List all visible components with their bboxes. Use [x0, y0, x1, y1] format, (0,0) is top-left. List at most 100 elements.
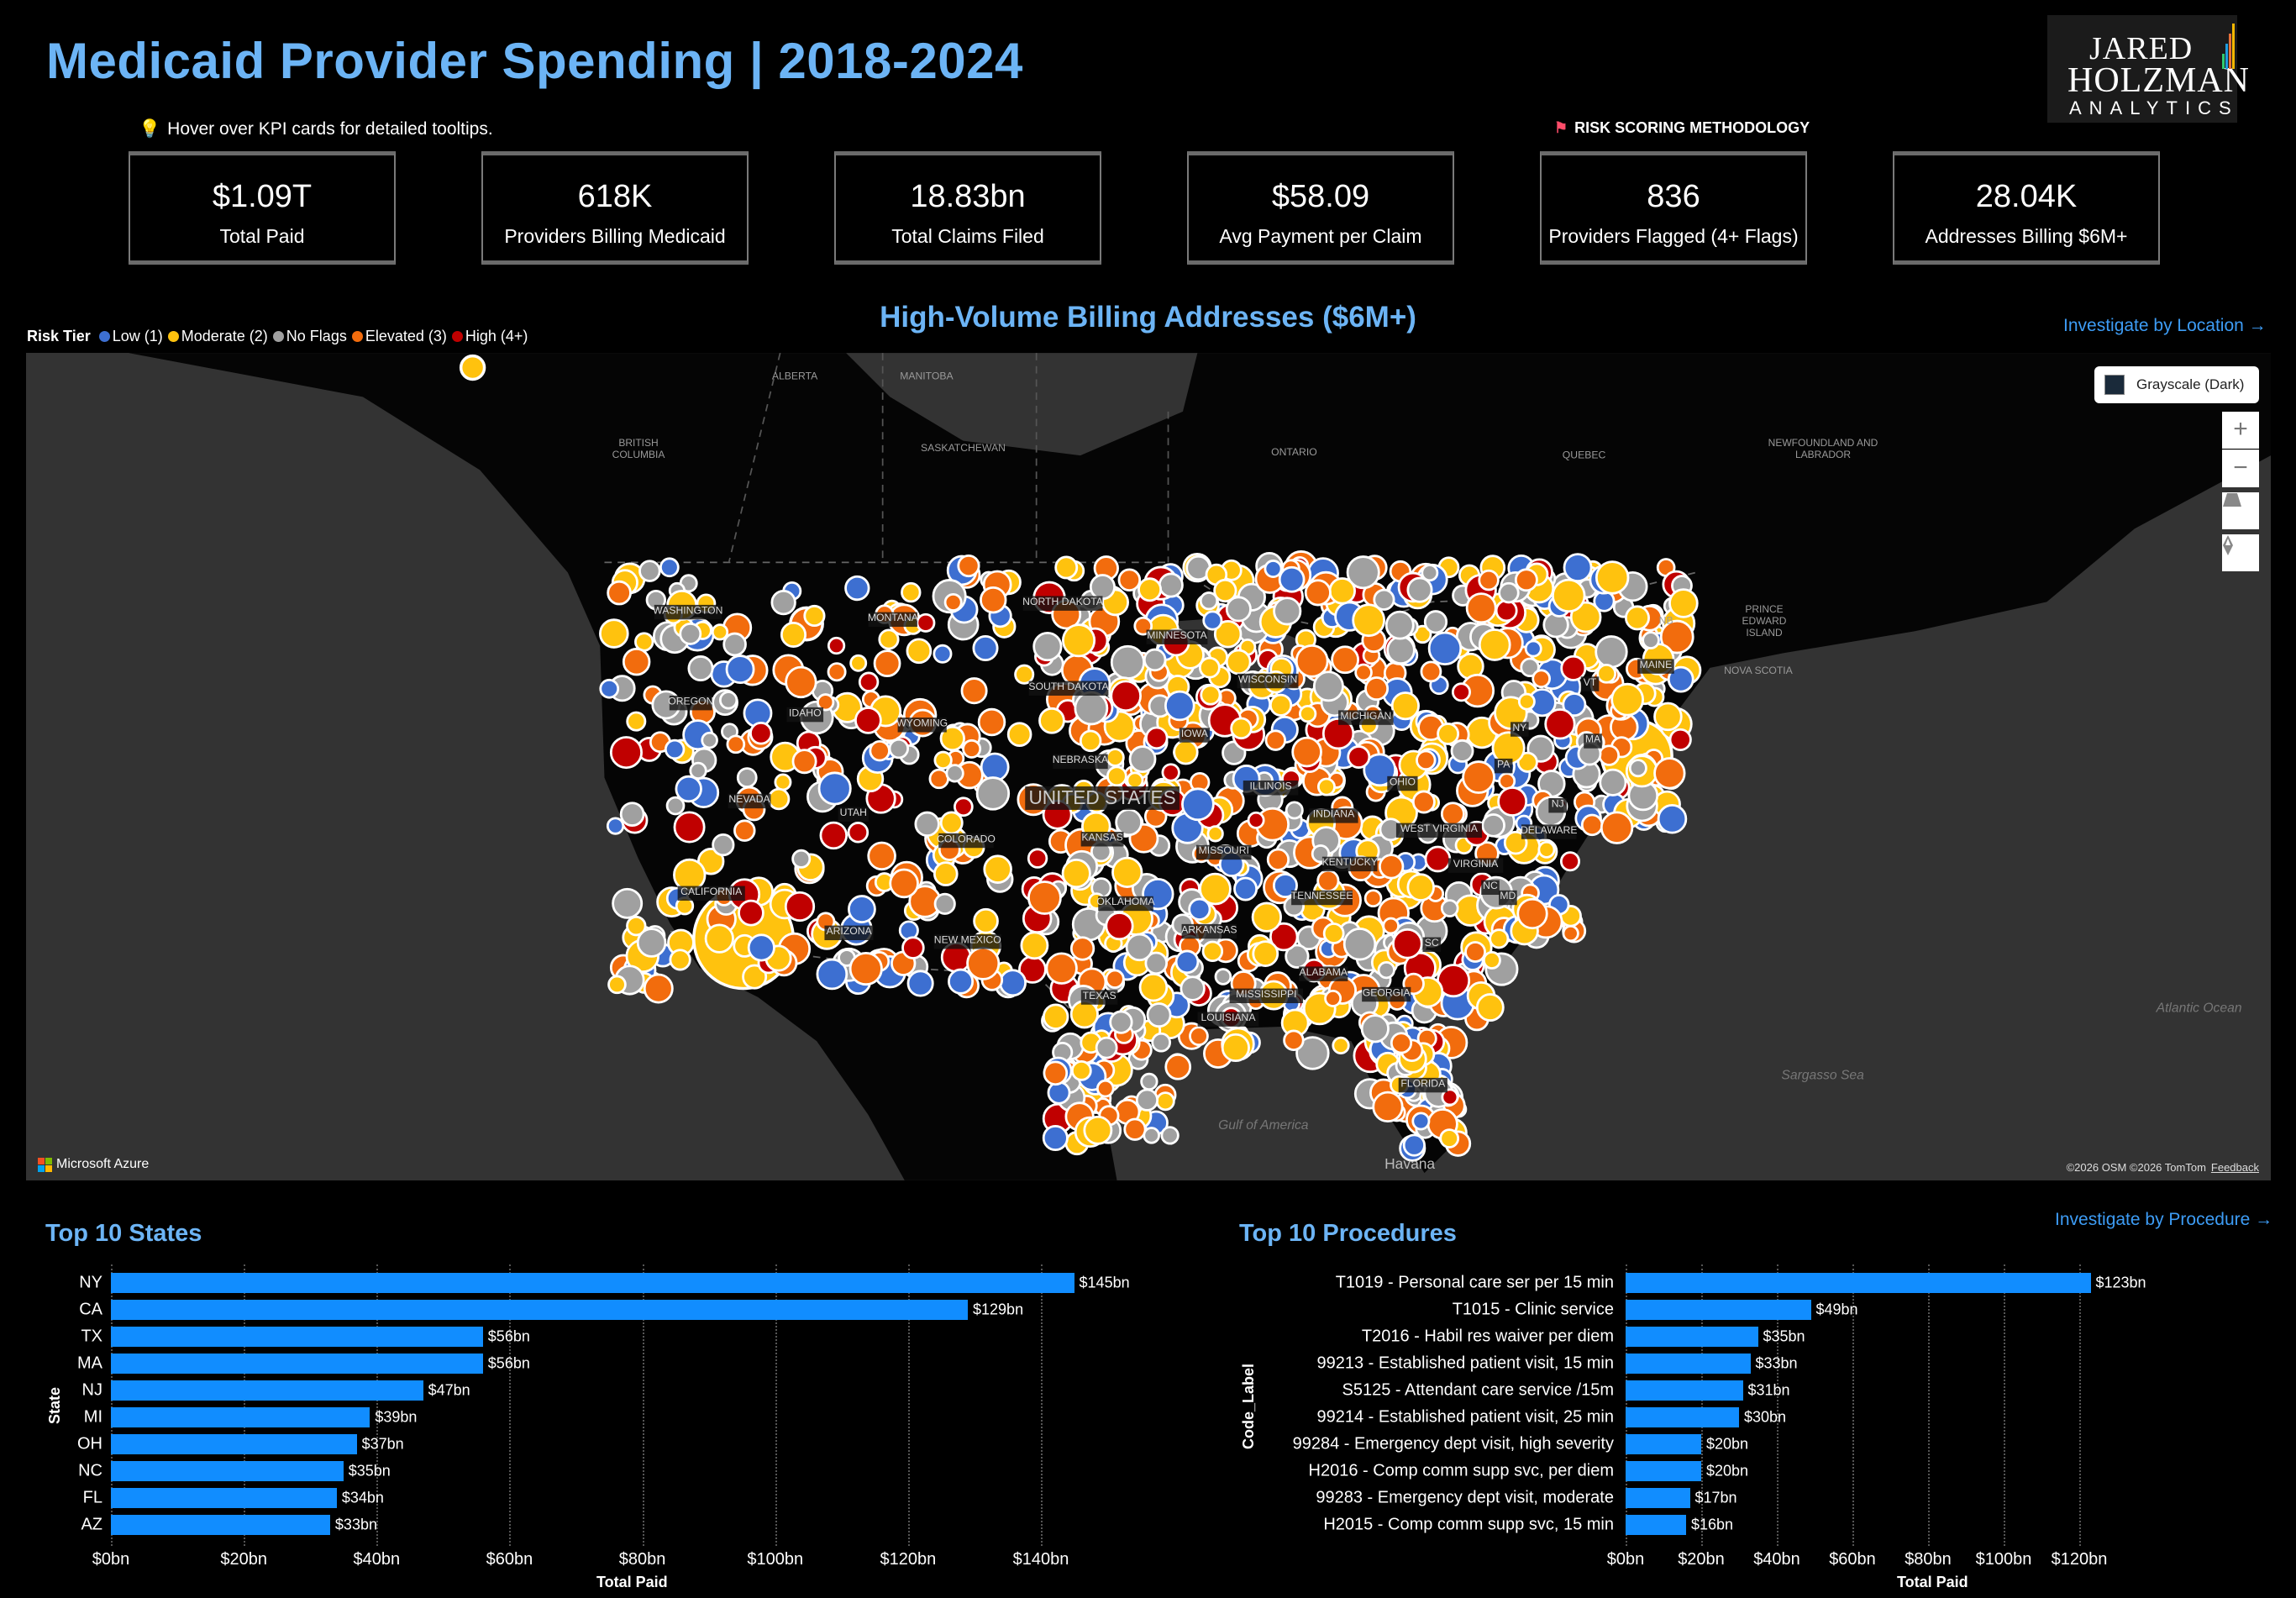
billing-address-marker[interactable]	[954, 796, 974, 817]
billing-address-marker[interactable]	[1378, 854, 1405, 880]
bar[interactable]	[111, 1434, 357, 1454]
billing-address-marker[interactable]	[1478, 569, 1500, 591]
billing-address-marker[interactable]	[1424, 845, 1452, 873]
bar[interactable]	[1626, 1461, 1701, 1481]
billing-address-marker[interactable]	[1532, 669, 1551, 689]
billing-address-marker[interactable]	[1198, 656, 1221, 679]
billing-address-marker[interactable]	[945, 764, 964, 783]
billing-address-marker[interactable]	[1420, 660, 1442, 683]
billing-address-marker[interactable]	[943, 592, 963, 612]
billing-address-marker[interactable]	[1324, 989, 1342, 1007]
billing-address-marker[interactable]	[1465, 592, 1497, 624]
billing-address-marker[interactable]	[673, 811, 706, 844]
billing-address-marker[interactable]	[1595, 635, 1628, 669]
billing-address-marker[interactable]	[1173, 739, 1199, 765]
billing-address-marker[interactable]	[669, 949, 691, 971]
billing-address-marker[interactable]	[878, 628, 900, 650]
billing-address-marker[interactable]	[1269, 922, 1299, 952]
billing-address-marker[interactable]	[626, 915, 647, 937]
bar[interactable]	[1626, 1327, 1758, 1347]
billing-address-marker[interactable]	[1580, 813, 1604, 837]
billing-address-marker[interactable]	[1598, 744, 1621, 766]
billing-address-marker[interactable]	[817, 771, 852, 806]
billing-address-marker[interactable]	[659, 557, 680, 578]
bar[interactable]	[111, 1354, 483, 1374]
compass-button[interactable]	[2222, 534, 2259, 571]
billing-address-marker[interactable]	[1164, 690, 1195, 722]
billing-address-marker[interactable]	[1095, 1079, 1115, 1098]
billing-address-marker[interactable]	[1642, 631, 1660, 649]
billing-address-marker[interactable]	[1269, 693, 1293, 717]
billing-address-marker[interactable]	[606, 817, 625, 835]
bar[interactable]	[1626, 1515, 1686, 1535]
billing-address-marker[interactable]	[609, 736, 643, 770]
billing-address-marker[interactable]	[1201, 940, 1224, 963]
map-style-button[interactable]: Grayscale (Dark)	[2094, 366, 2259, 403]
billing-address-marker[interactable]	[1517, 692, 1536, 711]
billing-address-marker[interactable]	[622, 647, 651, 676]
billing-address-marker[interactable]	[1180, 975, 1206, 1001]
legend-item[interactable]: Moderate (2)	[167, 328, 268, 345]
billing-address-marker[interactable]	[607, 580, 632, 606]
bar[interactable]	[111, 1300, 969, 1320]
billing-address-marker[interactable]	[785, 665, 817, 699]
billing-address-marker[interactable]	[1278, 565, 1306, 593]
billing-address-marker[interactable]	[1095, 1036, 1118, 1059]
billing-address-marker[interactable]	[1158, 572, 1184, 598]
billing-address-marker[interactable]	[1653, 757, 1686, 790]
billing-address-marker[interactable]	[1070, 1059, 1092, 1081]
billing-address-marker[interactable]	[1079, 729, 1102, 753]
billing-address-marker[interactable]	[1384, 610, 1415, 640]
billing-address-marker[interactable]	[975, 776, 1011, 811]
billing-address-marker[interactable]	[962, 739, 982, 759]
billing-address-marker[interactable]	[847, 895, 876, 923]
kpi-card[interactable]: $1.09T Total Paid	[129, 151, 396, 265]
billing-address-marker[interactable]	[1266, 848, 1290, 871]
billing-address-marker[interactable]	[1478, 628, 1511, 661]
billing-address-marker[interactable]	[738, 899, 764, 927]
billing-address-marker[interactable]	[1135, 1088, 1159, 1112]
billing-address-marker[interactable]	[869, 739, 891, 762]
billing-address-marker[interactable]	[1657, 803, 1688, 834]
bar[interactable]	[111, 1327, 483, 1347]
billing-address-marker[interactable]	[867, 841, 896, 871]
billing-address-marker[interactable]	[1667, 665, 1694, 693]
billing-address-marker[interactable]	[718, 691, 738, 710]
billing-address-marker[interactable]	[1144, 726, 1169, 750]
billing-address-marker[interactable]	[1213, 620, 1243, 649]
billing-address-marker[interactable]	[1386, 635, 1416, 665]
billing-address-marker[interactable]	[1451, 682, 1471, 702]
billing-address-marker[interactable]	[767, 787, 791, 811]
billing-address-marker[interactable]	[1624, 605, 1650, 631]
billing-address-marker[interactable]	[849, 951, 883, 986]
billing-address-marker[interactable]	[1038, 707, 1065, 734]
billing-address-marker[interactable]	[1360, 1014, 1390, 1043]
billing-address-marker[interactable]	[1668, 588, 1699, 618]
billing-address-marker[interactable]	[916, 612, 936, 633]
billing-address-marker[interactable]	[1569, 601, 1602, 633]
billing-address-marker[interactable]	[619, 802, 645, 827]
billing-address-marker[interactable]	[1406, 873, 1435, 902]
billing-address-marker[interactable]	[901, 581, 922, 603]
billing-address-marker[interactable]	[1273, 597, 1302, 626]
billing-address-marker[interactable]	[1123, 1117, 1147, 1141]
billing-address-marker[interactable]	[1304, 579, 1332, 607]
billing-address-marker[interactable]	[933, 892, 956, 915]
billing-address-marker[interactable]	[1285, 944, 1310, 969]
billing-address-marker[interactable]	[1083, 1115, 1113, 1145]
bar[interactable]	[1626, 1488, 1690, 1508]
billing-address-marker[interactable]	[1312, 670, 1344, 702]
billing-address-marker[interactable]	[1482, 950, 1501, 970]
billing-address-marker[interactable]	[1043, 1060, 1069, 1086]
billing-address-marker[interactable]	[1143, 1127, 1160, 1144]
billing-address-marker[interactable]	[687, 655, 714, 682]
billing-address-marker[interactable]	[638, 560, 661, 582]
billing-address-marker[interactable]	[1382, 917, 1400, 935]
billing-address-marker[interactable]	[1199, 872, 1232, 906]
billing-address-marker[interactable]	[1423, 610, 1448, 634]
billing-address-marker[interactable]	[1562, 924, 1579, 943]
billing-address-marker[interactable]	[1295, 644, 1329, 678]
billing-address-marker[interactable]	[733, 819, 756, 842]
billing-address-marker[interactable]	[1225, 649, 1252, 675]
billing-address-marker[interactable]	[1322, 923, 1345, 944]
